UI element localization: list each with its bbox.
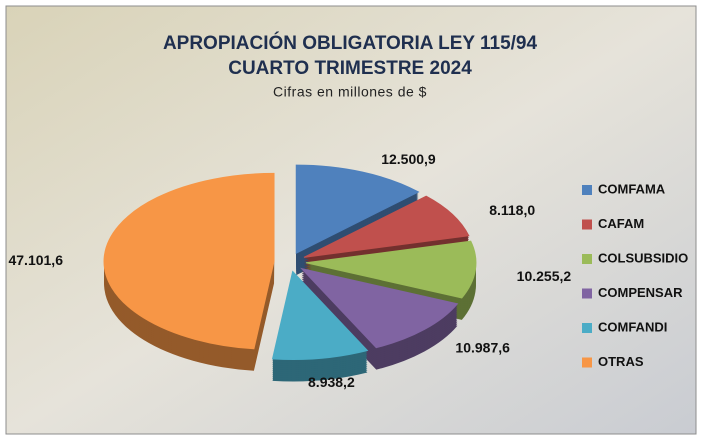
labels: 12.500,9 8.118,0 10.255,2 10.987,6 8.938,2 47… bbox=[8, 151, 571, 390]
legend-label: COMFANDI bbox=[598, 319, 667, 334]
slice bbox=[103, 172, 275, 350]
legend: COMFAMA CAFAM COLSUBSIDIO COMPENSAR COMFANDI… bbox=[582, 181, 688, 369]
legend-swatch bbox=[582, 323, 592, 333]
data-label: 10.255,2 bbox=[517, 268, 572, 284]
legend-swatch bbox=[582, 185, 592, 195]
slice bbox=[303, 195, 470, 258]
data-label: 10.987,6 bbox=[455, 340, 510, 356]
legend-label: CAFAM bbox=[598, 216, 644, 231]
chart-title: APROPIACIÓN OBLIGATORIA LEY 115/94 bbox=[163, 32, 538, 54]
legend-swatch bbox=[582, 219, 592, 230]
slice bbox=[295, 164, 420, 254]
data-label: 47.101,6 bbox=[8, 252, 63, 268]
data-label: 8.938,2 bbox=[308, 374, 355, 390]
pie-tops bbox=[103, 164, 477, 360]
legend-swatch bbox=[582, 357, 592, 368]
legend-label: COMFAMA bbox=[598, 181, 666, 196]
legend-swatch bbox=[582, 254, 592, 264]
chart-subtitle: CUARTO TRIMESTRE 2024 bbox=[228, 58, 472, 79]
slice bbox=[300, 267, 459, 349]
slice bbox=[305, 240, 477, 299]
legend-label: COLSUBSIDIO bbox=[598, 250, 688, 265]
data-label: 12.500,9 bbox=[381, 151, 436, 167]
data-label: 8.118,0 bbox=[489, 202, 535, 218]
legend-label: COMPENSAR bbox=[598, 285, 683, 300]
slice bbox=[271, 270, 369, 360]
legend-swatch bbox=[582, 288, 592, 299]
chart-note: Cifras en millones de $ bbox=[273, 84, 427, 100]
legend-label: OTRAS bbox=[598, 354, 644, 369]
